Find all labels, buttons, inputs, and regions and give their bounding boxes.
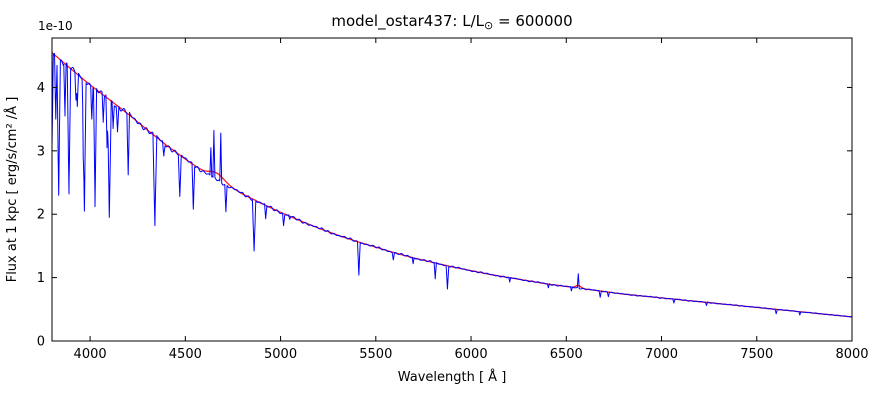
y-tick-label: 0 — [37, 335, 45, 350]
axes-frame — [51, 37, 853, 342]
x-tick-label: 5500 — [359, 347, 392, 362]
y-tick-label: 4 — [37, 81, 45, 96]
continuum-fit-line — [51, 52, 853, 318]
y-axis-label: Flux at 1 kpc [ erg/s/cm² /Å ] — [4, 97, 20, 283]
spectrum-line — [51, 52, 853, 318]
y-tick-label: 3 — [37, 144, 45, 159]
sun-symbol: ⊙ — [484, 19, 494, 32]
chart-title: model_ostar437: L/L⊙ = 600000 — [52, 12, 852, 32]
title-prefix: model_ostar437: L/L — [331, 12, 485, 30]
x-tick-label: 6000 — [455, 347, 488, 362]
x-tick-label: 5000 — [264, 347, 297, 362]
x-tick-label: 4000 — [74, 347, 107, 362]
title-suffix: = 600000 — [493, 12, 573, 30]
x-tick-label: 7500 — [740, 347, 773, 362]
x-tick-label: 6500 — [550, 347, 583, 362]
y-offset-label: 1e-10 — [38, 19, 73, 33]
x-axis-label: Wavelength [ Å ] — [398, 369, 507, 385]
x-tick-label: 7000 — [645, 347, 678, 362]
x-tick-label: 8000 — [835, 347, 868, 362]
y-tick-label: 1 — [37, 271, 45, 286]
y-tick-label: 2 — [37, 208, 45, 223]
x-tick-label: 4500 — [169, 347, 202, 362]
